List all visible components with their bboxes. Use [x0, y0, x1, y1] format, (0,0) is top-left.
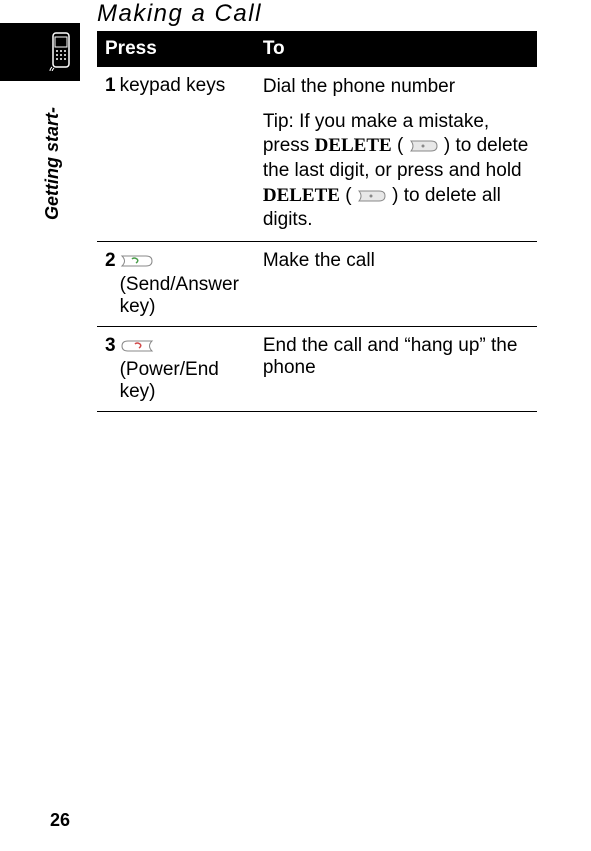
to-cell: End the call and “hang up” the phone [255, 327, 537, 412]
tip-text: Tip: If you make a mistake, press DELETE… [263, 110, 529, 233]
press-cell: (Power/End key) [120, 327, 255, 412]
instructions-table: Press To 1 keypad keys Dial the phone nu… [97, 31, 537, 412]
side-tab [0, 23, 80, 81]
step-number: 2 [97, 242, 120, 327]
table-row: 3 (Power/End key) End the call and “hang… [97, 327, 537, 412]
sidebar-section-label: Getting start- [42, 107, 63, 220]
dial-instruction: Dial the phone number [263, 75, 529, 100]
to-cell: Dial the phone number Tip: If you make a… [255, 67, 537, 242]
delete-label-2: DELETE [263, 185, 340, 206]
tip-paren-open-2: ( [340, 185, 357, 206]
page-title: Making a Call [97, 0, 262, 28]
press-cell: keypad keys [120, 67, 255, 242]
step-number: 1 [97, 67, 120, 242]
tip-paren-open: ( [392, 135, 409, 156]
page-number: 26 [50, 810, 70, 831]
delete-key-icon [409, 139, 439, 153]
step-number: 3 [97, 327, 120, 412]
send-key-icon [120, 253, 154, 269]
to-cell: Make the call [255, 242, 537, 327]
delete-key-icon [357, 189, 387, 203]
end-key-icon [120, 338, 154, 354]
send-key-label: (Send/Answer key) [120, 274, 247, 318]
header-to: To [255, 32, 537, 67]
delete-label: DELETE [315, 135, 392, 156]
table-row: 1 keypad keys Dial the phone number Tip:… [97, 67, 537, 242]
press-cell: (Send/Answer key) [120, 242, 255, 327]
table-row: 2 (Send/Answer key) Make the call [97, 242, 537, 327]
header-press: Press [97, 32, 255, 67]
phone-device-icon [48, 31, 74, 71]
end-key-label: (Power/End key) [120, 359, 247, 403]
